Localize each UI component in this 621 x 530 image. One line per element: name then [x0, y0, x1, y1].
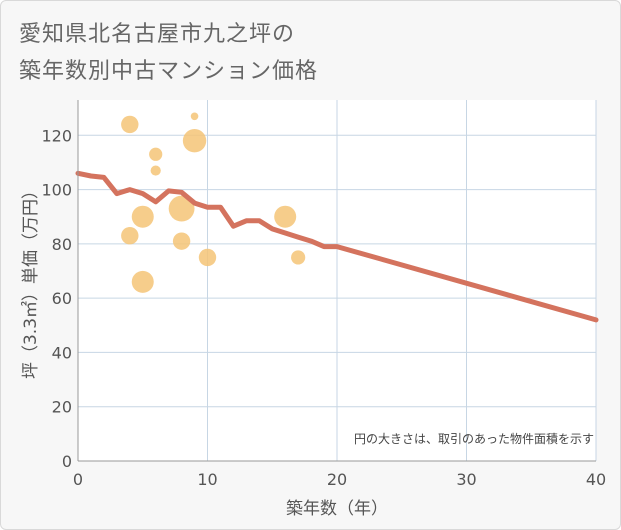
- x-tick-label: 0: [73, 470, 83, 489]
- data-bubble: [150, 165, 161, 176]
- data-bubble: [291, 250, 306, 265]
- bubble-size-note: 円の大きさは、取引のあった物件面積を示す: [354, 431, 594, 446]
- trend-line: [75, 170, 599, 323]
- data-bubble: [190, 112, 199, 121]
- data-bubble: [131, 205, 154, 228]
- x-tick-label: 20: [327, 470, 347, 489]
- y-tick-label: 120: [41, 126, 72, 145]
- data-bubble: [198, 248, 217, 267]
- y-tick-label: 100: [41, 181, 72, 200]
- data-bubble: [121, 227, 139, 245]
- chart-title-line-1: 愛知県北名古屋市九之坪の: [19, 22, 296, 47]
- y-tick-label: 40: [52, 343, 72, 362]
- data-bubble: [149, 147, 163, 161]
- data-bubble: [172, 232, 191, 250]
- x-tick-label: 10: [197, 470, 217, 489]
- y-tick-label: 60: [52, 289, 72, 308]
- data-bubble: [121, 115, 139, 134]
- data-bubble: [131, 270, 154, 293]
- chart-title-line-2: 築年数別中古マンション価格: [19, 59, 319, 84]
- y-tick-label: 0: [62, 452, 72, 471]
- data-bubble: [274, 205, 297, 228]
- y-tick-label: 20: [52, 398, 72, 417]
- y-tick-label: 80: [52, 235, 72, 254]
- x-tick-label: 40: [586, 470, 606, 489]
- x-tick-label: 30: [456, 470, 476, 489]
- x-axis-title: 築年数（年）: [286, 499, 388, 519]
- y-axis-title: 坪（3.3㎡）単価（万円）: [21, 182, 41, 379]
- data-bubble: [168, 195, 195, 222]
- data-bubble: [182, 129, 207, 153]
